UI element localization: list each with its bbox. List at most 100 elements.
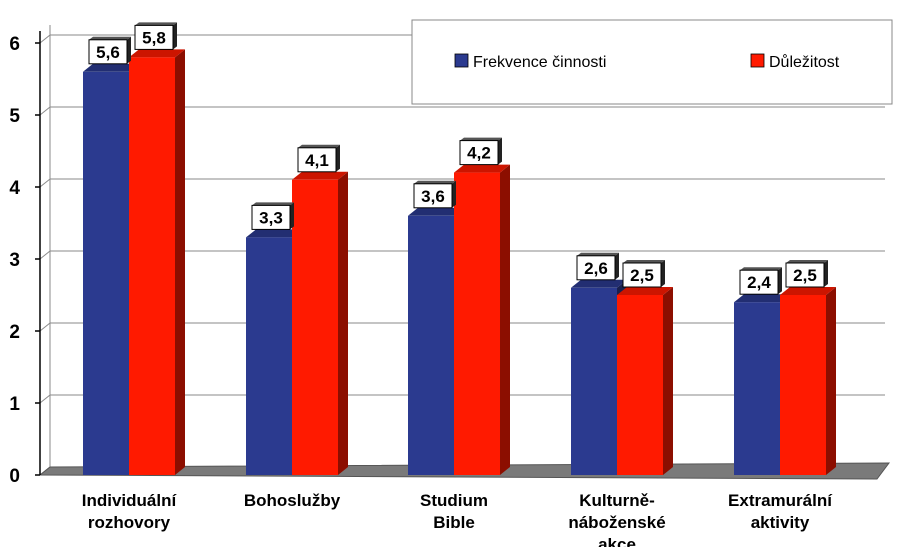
gridline-side bbox=[39, 394, 51, 404]
data-label: 2,6 bbox=[584, 259, 608, 278]
gridline-side bbox=[39, 178, 51, 188]
bar-side bbox=[663, 287, 673, 475]
bar-top bbox=[617, 287, 673, 295]
bar-front bbox=[780, 295, 826, 475]
data-label-shadow-top bbox=[577, 252, 619, 256]
bar-top bbox=[292, 171, 348, 180]
data-label-frekvence: 3,6 bbox=[413, 180, 456, 209]
data-label-frekvence: 2,4 bbox=[739, 267, 782, 295]
data-label-dulezitost: 2,5 bbox=[785, 260, 828, 288]
data-label-box bbox=[622, 262, 662, 288]
data-label-frekvence: 2,6 bbox=[576, 252, 619, 281]
bar-top bbox=[408, 207, 464, 216]
data-label-shadow bbox=[661, 260, 665, 287]
data-label-box bbox=[413, 183, 453, 209]
data-label-shadow-top bbox=[786, 260, 828, 263]
data-label-dulezitost: 2,5 bbox=[622, 260, 665, 288]
legend-swatch bbox=[454, 53, 469, 68]
legend-swatch bbox=[750, 53, 765, 68]
category-label: Individuální bbox=[82, 491, 178, 510]
data-label-shadow-top bbox=[89, 36, 131, 40]
data-label-shadow-top bbox=[623, 260, 665, 263]
category-label: Extramurální bbox=[728, 491, 833, 510]
data-label: 4,2 bbox=[467, 144, 491, 163]
data-label-frekvence: 3,3 bbox=[251, 202, 294, 230]
data-label: 3,6 bbox=[421, 187, 445, 206]
data-label: 5,8 bbox=[142, 28, 166, 47]
data-label-shadow bbox=[778, 267, 782, 295]
data-label: 2,4 bbox=[747, 273, 771, 292]
bar-top bbox=[454, 164, 510, 173]
category-label: aktivity bbox=[751, 513, 810, 532]
bar-dulezitost bbox=[780, 287, 836, 475]
bar-front bbox=[129, 57, 175, 476]
bar-dulezitost bbox=[617, 287, 673, 475]
category-label: Bohoslužby bbox=[244, 491, 341, 510]
data-label-shadow bbox=[127, 36, 131, 64]
bar-dulezitost bbox=[454, 164, 510, 475]
legend-item-dulezitost: Důležitost bbox=[750, 53, 840, 71]
data-label-shadow bbox=[290, 202, 294, 230]
bar-front bbox=[83, 71, 129, 476]
y-tick-label: 1 bbox=[9, 394, 20, 415]
y-tick-label: 5 bbox=[9, 106, 20, 127]
bars bbox=[83, 49, 836, 476]
data-label-shadow bbox=[173, 22, 177, 50]
y-axis: 0 1 2 3 4 5 6 bbox=[9, 31, 41, 487]
category-label: akce bbox=[598, 535, 636, 547]
data-label: 4,1 bbox=[305, 151, 329, 170]
data-label-shadow-top bbox=[740, 267, 782, 271]
bar-front bbox=[246, 237, 292, 475]
y-tick-label: 0 bbox=[9, 466, 20, 487]
data-label: 5,6 bbox=[96, 43, 120, 62]
data-label: 3,3 bbox=[259, 208, 283, 227]
category-label: Bible bbox=[433, 513, 475, 532]
category-label: náboženské bbox=[568, 513, 665, 532]
legend-label: Důležitost bbox=[769, 53, 840, 71]
bar-front bbox=[292, 179, 338, 476]
bar-front bbox=[408, 215, 454, 476]
data-label-dulezitost: 4,1 bbox=[297, 144, 340, 173]
category-label: rozhovory bbox=[88, 513, 171, 532]
data-label-box bbox=[134, 24, 174, 50]
data-label-shadow-top bbox=[135, 22, 177, 26]
data-label-box bbox=[251, 204, 291, 230]
data-label-box bbox=[88, 39, 128, 65]
bar-side bbox=[338, 171, 348, 476]
legend: Frekvence činnosti Důležitost bbox=[411, 19, 893, 105]
data-label-shadow-top bbox=[460, 137, 502, 141]
data-label: 2,5 bbox=[793, 266, 817, 285]
bar-top bbox=[246, 229, 302, 238]
gridline-side bbox=[39, 322, 51, 332]
bar-top bbox=[83, 63, 139, 72]
y-tick-label: 2 bbox=[9, 322, 20, 343]
category-labels: Individuální rozhovory Bohoslužby Studium Bi… bbox=[82, 491, 833, 547]
data-label-box bbox=[739, 269, 779, 295]
gridline-side bbox=[39, 250, 51, 260]
bar-top bbox=[129, 49, 185, 58]
bar-top bbox=[571, 279, 627, 288]
bar-front bbox=[454, 172, 500, 475]
data-label-box bbox=[297, 147, 337, 173]
legend-item-frekvence: Frekvence činnosti bbox=[454, 53, 606, 71]
data-label-shadow-top bbox=[298, 144, 340, 148]
bar-side bbox=[175, 49, 185, 476]
bar-top bbox=[734, 294, 790, 303]
data-label-box bbox=[785, 262, 825, 288]
bar-top bbox=[780, 287, 836, 295]
data-label-shadow bbox=[452, 180, 456, 208]
bar-side bbox=[826, 287, 836, 475]
data-label-frekvence: 5,6 bbox=[88, 36, 131, 65]
bar-dulezitost bbox=[292, 171, 348, 476]
data-label-box bbox=[459, 140, 499, 166]
legend-label: Frekvence činnosti bbox=[473, 54, 606, 71]
data-label-shadow bbox=[336, 144, 340, 172]
y-tick-label: 4 bbox=[9, 178, 20, 199]
legend-box bbox=[411, 19, 893, 105]
data-label: 2,5 bbox=[630, 266, 654, 285]
data-label-box bbox=[576, 255, 616, 281]
gridline-side bbox=[39, 106, 51, 116]
data-label-shadow bbox=[615, 252, 619, 280]
y-tick-label: 3 bbox=[9, 250, 20, 271]
data-label-shadow bbox=[498, 137, 502, 165]
